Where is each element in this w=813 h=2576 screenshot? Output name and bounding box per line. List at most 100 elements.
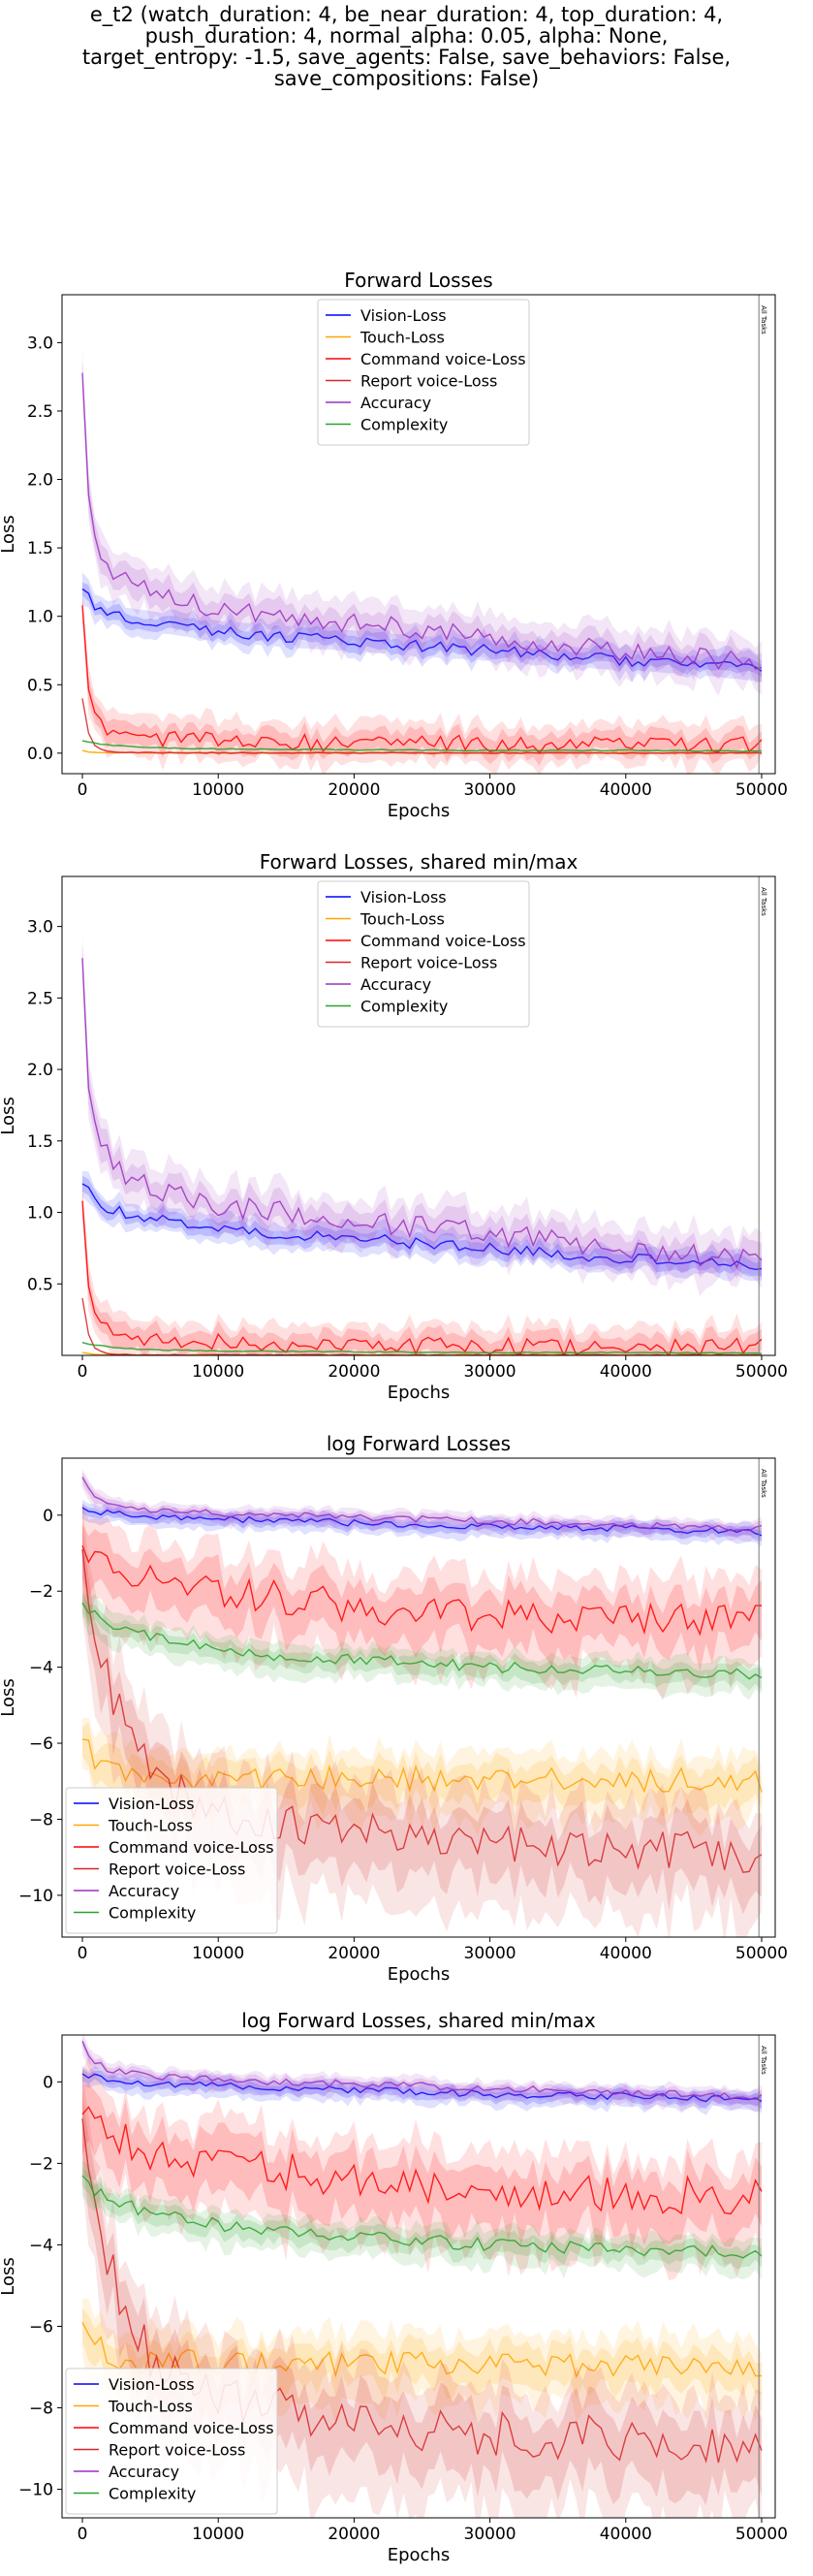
series-band <box>82 1721 762 1818</box>
series-band <box>82 937 762 1297</box>
figure-title: e_t2 (watch_duration: 4, be_near_duratio… <box>0 4 813 89</box>
series-band <box>82 1503 762 1542</box>
legend-label: Complexity <box>360 998 448 1016</box>
legend-label: Report voice-Loss <box>109 1860 245 1879</box>
x-tick-label: 30000 <box>464 780 516 800</box>
x-tick-label: 40000 <box>600 1362 652 1382</box>
series-line <box>81 2321 763 2379</box>
legend: Vision-Loss Touch-Loss Command voice-Loss R… <box>317 299 530 446</box>
y-tick-label: −10 <box>18 1887 53 1906</box>
series-line <box>81 2106 763 2215</box>
series-band <box>82 1175 762 1277</box>
series-band <box>82 1499 762 1547</box>
figure-title-line: save_compositions: False) <box>273 67 540 90</box>
legend-label: Vision-Loss <box>109 1795 195 1813</box>
y-axis-label: Loss <box>0 515 18 553</box>
legend-label: Report voice-Loss <box>360 954 497 972</box>
axes-frame <box>61 875 776 1356</box>
all-tasks-label: All Tasks <box>760 305 767 334</box>
y-tick-label: 3.0 <box>27 918 53 938</box>
series-band <box>82 1472 762 1537</box>
axes-frame <box>61 2034 776 2519</box>
legend: Vision-Loss Touch-Loss Command voice-Loss R… <box>317 880 530 1028</box>
series-line <box>81 740 763 752</box>
x-tick-label: 50000 <box>735 1944 788 1963</box>
legend-label: Complexity <box>109 1904 196 1923</box>
chart-title: Forward Losses <box>344 269 492 292</box>
chart-forward-losses: Forward Losses All Tasks 0 10000 20000 30000 4… <box>0 269 788 821</box>
x-tick-label: 10000 <box>192 780 244 800</box>
series-band <box>82 589 762 774</box>
legend-box <box>317 299 530 446</box>
x-tick-label: 30000 <box>464 1362 516 1382</box>
axes-frame <box>61 1457 776 1938</box>
x-tick-label: 40000 <box>600 780 652 800</box>
series-band <box>82 1523 762 1671</box>
x-tick-label: 10000 <box>192 1944 244 1963</box>
y-axis-label: Loss <box>0 2257 18 2295</box>
series-band <box>82 2055 762 2280</box>
y-tick-label: 3.0 <box>27 334 53 353</box>
legend-box <box>65 1787 278 1934</box>
y-tick-label: 2.0 <box>27 471 53 491</box>
series-line <box>81 1544 763 1637</box>
all-tasks-label: All Tasks <box>760 887 767 916</box>
x-axis-label: Epochs <box>388 1964 451 1985</box>
y-tick-label: 0 <box>43 2073 53 2092</box>
x-tick-label: 0 <box>78 780 88 800</box>
series-line <box>81 605 763 754</box>
y-tick-label: 1.0 <box>27 608 53 627</box>
axes-frame <box>61 294 776 775</box>
series-band <box>82 362 762 684</box>
x-tick-label: 30000 <box>464 2525 516 2544</box>
y-tick-label: −2 <box>29 1582 53 1602</box>
x-tick-label: 20000 <box>328 780 380 800</box>
y-tick-label: −4 <box>29 1659 53 1678</box>
series-band <box>82 2167 762 2270</box>
x-tick-label: 50000 <box>735 2525 788 2544</box>
figure-title-line: target_entropy: -1.5, save_agents: False… <box>81 46 732 69</box>
y-tick-label: 2.0 <box>27 1061 53 1080</box>
y-tick-label: −6 <box>29 2317 53 2337</box>
series-band <box>82 1717 762 1837</box>
legend-label: Accuracy <box>360 975 431 994</box>
legend-box <box>317 880 530 1028</box>
y-tick-label: 0.0 <box>27 745 53 764</box>
y-tick-label: 0.5 <box>27 1275 53 1294</box>
x-tick-label: 50000 <box>735 780 788 800</box>
y-tick-label: −8 <box>29 2400 53 2419</box>
x-tick-label: 40000 <box>600 2525 652 2544</box>
series-line <box>81 2175 763 2259</box>
legend-label: Command voice-Loss <box>360 350 526 368</box>
series-line <box>81 588 763 672</box>
chart-forward-losses-shared: Forward Losses, shared min/max All Tasks 0… <box>0 850 788 1403</box>
legend-label: Report voice-Loss <box>109 2441 245 2460</box>
legend: Vision-Loss Touch-Loss Command voice-Loss R… <box>65 1787 278 1934</box>
series-band <box>82 350 762 696</box>
series-line <box>81 1602 763 1680</box>
legend-label: Command voice-Loss <box>109 1838 274 1857</box>
series-band <box>82 2161 762 2280</box>
x-tick-label: 20000 <box>328 2525 380 2544</box>
x-tick-label: 0 <box>78 1362 88 1382</box>
legend-label: Touch-Loss <box>360 910 445 929</box>
series-line <box>81 372 763 670</box>
x-tick-label: 40000 <box>600 1944 652 1963</box>
series-line <box>81 2041 763 2100</box>
x-tick-label: 20000 <box>328 1362 380 1382</box>
series-band <box>82 595 762 766</box>
chart-log-forward-losses: log Forward Losses All Tasks 0 10000 20000 30… <box>0 1432 788 1985</box>
plot-area <box>81 350 763 774</box>
y-tick-label: −4 <box>29 2236 53 2255</box>
y-tick-label: −10 <box>18 2481 53 2500</box>
series-line <box>81 958 763 1269</box>
x-tick-label: 30000 <box>464 1944 516 1963</box>
series-band <box>82 1469 762 1542</box>
legend-label: Vision-Loss <box>360 306 447 325</box>
x-tick-label: 10000 <box>192 2525 244 2544</box>
x-tick-label: 20000 <box>328 1944 380 1963</box>
y-tick-label: 1.0 <box>27 1204 53 1224</box>
series-band <box>82 943 762 1280</box>
x-tick-label: 50000 <box>735 1362 788 1382</box>
y-tick-label: 0 <box>43 1507 53 1526</box>
